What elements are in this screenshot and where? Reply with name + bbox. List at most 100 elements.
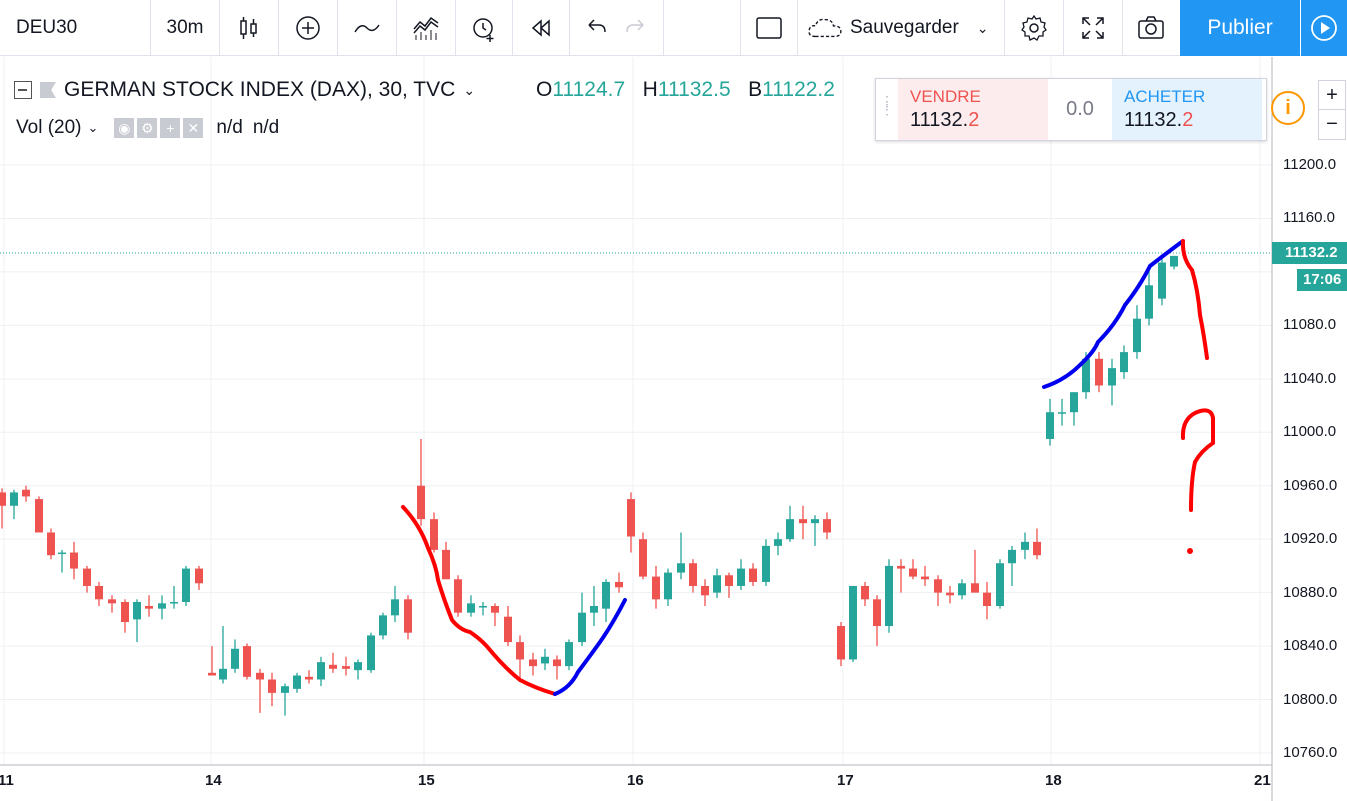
zoom-out-button[interactable]: − (1326, 113, 1338, 135)
redo-icon[interactable] (612, 0, 662, 56)
candle-body (861, 585, 869, 600)
candle (677, 532, 685, 580)
candle-body (121, 601, 129, 623)
camera-icon[interactable] (1123, 0, 1179, 56)
chevron-down-icon[interactable]: ⌄ (463, 81, 476, 98)
compare-icon[interactable] (338, 0, 396, 56)
candle-body (1158, 262, 1166, 299)
candle-body (70, 552, 78, 569)
buy-price-tail: 2 (1182, 109, 1194, 131)
candle-body (749, 568, 757, 582)
candle-body (873, 599, 881, 627)
indicators-icon[interactable] (397, 0, 455, 56)
volume-buttons: ◉ ⚙ + ✕ (114, 117, 206, 139)
candle (823, 512, 831, 540)
series-legend: GERMAN STOCK INDEX (DAX), 30, TVC ⌄ (14, 78, 475, 102)
candle (170, 585, 178, 609)
time-tick-label: 14 (205, 772, 222, 789)
candle-body (58, 552, 66, 555)
save-button[interactable]: Sauvegarder ⌄ (798, 0, 1004, 56)
candle-body (1170, 255, 1178, 267)
flag-icon (40, 82, 56, 98)
add-indicator-icon[interactable] (279, 0, 337, 56)
candle-body (1046, 412, 1054, 439)
candle (10, 489, 18, 520)
candle (602, 579, 610, 623)
buy-button[interactable]: ACHETER 11132.2 (1112, 79, 1262, 140)
candle (516, 635, 524, 680)
plus-icon[interactable]: + (160, 117, 181, 138)
candle-body (1082, 358, 1090, 393)
chart-grid (0, 57, 1272, 765)
collapse-icon[interactable] (14, 81, 32, 99)
interval-label: 30m (166, 17, 204, 38)
candle-body (329, 664, 337, 669)
sell-price: 11132. (910, 109, 969, 131)
zoom-control: + − (1318, 80, 1346, 140)
candle (22, 485, 30, 502)
series-title[interactable]: GERMAN STOCK INDEX (DAX), 30, TVC (64, 78, 456, 101)
undo-icon[interactable] (570, 0, 620, 56)
candle-body (417, 485, 425, 520)
gear-icon[interactable]: ⚙ (137, 117, 158, 138)
alert-icon[interactable] (456, 0, 512, 56)
candles-icon[interactable] (220, 0, 278, 56)
chevron-down-icon[interactable]: ⌄ (87, 120, 99, 135)
candle-body (243, 646, 251, 677)
annotation-question-dot (1187, 548, 1193, 554)
info-icon[interactable]: i (1271, 91, 1305, 125)
price-chart[interactable] (0, 57, 1347, 801)
current-price-tag: 11132.2 (1272, 242, 1347, 264)
candle (305, 670, 313, 684)
candle-body (652, 576, 660, 600)
candle-body (602, 581, 610, 609)
candle-body (934, 579, 942, 593)
trading-panel: ⋮⋮ ⋮⋮ VENDRE 11132.2 0.0 ACHETER 11132.2 (875, 78, 1267, 141)
candle-body (823, 519, 831, 533)
annotation-blue-curve-right (1042, 239, 1185, 389)
candle (958, 579, 966, 600)
annotation-red-curve-right (1180, 239, 1209, 360)
replay-icon[interactable] (513, 0, 569, 56)
price-tick-label: 11000.0 (1283, 423, 1337, 441)
candle-body (454, 579, 462, 613)
candle (664, 568, 672, 606)
candle-body (1095, 358, 1103, 386)
time-tick-label: 21 (1254, 772, 1271, 789)
candle (329, 652, 337, 673)
close-icon[interactable]: ✕ (183, 117, 204, 138)
settings-icon[interactable] (1005, 0, 1063, 56)
candle (133, 599, 141, 643)
candle (121, 599, 129, 633)
candle (379, 612, 387, 640)
volume-label[interactable]: Vol (20) (16, 117, 82, 138)
candle (35, 496, 43, 533)
annotation-red-curve-left (401, 505, 557, 696)
candle-body (195, 568, 203, 584)
candle-body (1145, 285, 1153, 319)
candles-layer (0, 255, 1178, 716)
fullscreen-icon[interactable] (1064, 0, 1122, 56)
candle (713, 568, 721, 598)
candle (281, 683, 289, 716)
candle-body (909, 568, 917, 577)
symbol-search[interactable]: DEU30 (0, 0, 150, 56)
candle-body (1120, 352, 1128, 373)
sell-button[interactable]: VENDRE 11132.2 (898, 79, 1048, 140)
candle (1170, 255, 1178, 270)
candle-body (885, 565, 893, 627)
zoom-in-button[interactable]: + (1319, 81, 1345, 110)
interval-button[interactable]: 30m (151, 0, 219, 56)
price-tick-label: 10760.0 (1283, 744, 1338, 761)
play-icon[interactable] (1301, 0, 1347, 56)
publish-button[interactable]: Publier (1180, 0, 1300, 56)
symbol-label: DEU30 (16, 17, 78, 38)
candle-body (268, 679, 276, 693)
high-value: 11132.5 (657, 78, 731, 101)
layout-icon[interactable] (741, 0, 797, 56)
candle-body (108, 599, 116, 604)
candle (317, 656, 325, 687)
candle (1108, 358, 1116, 406)
candle-body (689, 563, 697, 586)
eye-icon[interactable]: ◉ (114, 117, 135, 138)
